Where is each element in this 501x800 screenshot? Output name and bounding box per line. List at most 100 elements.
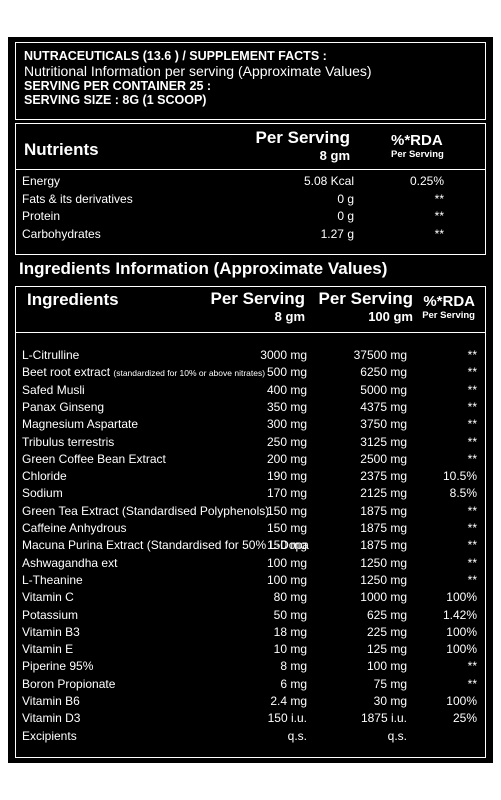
ingredient-rda: ** (467, 399, 477, 414)
ingredient-per-8gm: 150 mg (266, 503, 307, 518)
ingredient-per-8gm: 250 mg (266, 434, 307, 449)
ingredient-name-cell: Caffeine Anhydrous (22, 520, 127, 538)
ingredient-per-8gm: 150 mg (266, 521, 307, 535)
ingredient-name: Vitamin B3 (22, 624, 80, 639)
ingredient-name: Vitamin B6 (22, 694, 80, 708)
ingredient-per-8gm: 400 mg (266, 382, 307, 397)
nutrient-row: Carbohydrates 1.27 g ** (16, 225, 487, 243)
ingredient-name-cell: Tribulus terrestris (22, 434, 114, 452)
ingredient-rda: 100% (446, 624, 477, 639)
ingredient-name-cell: Vitamin C (22, 589, 74, 607)
ingredient-rda: ** (467, 572, 477, 587)
ingredient-name-cell: Magnesium Aspartate (22, 416, 138, 434)
ingredient-name-cell: Piperine 95% (22, 658, 93, 676)
ingredient-rda: 100% (446, 694, 477, 708)
header-line-2: Nutritional Information per serving (App… (24, 63, 372, 79)
ingredient-rda: ** (467, 676, 477, 691)
ingredient-row: Vitamin B3 18 mg 225 mg 100% (16, 624, 487, 641)
ingredient-per-8gm: 18 mg (273, 624, 307, 639)
header-line-1: NUTRACEUTICALS (13.6 ) / SUPPLEMENT FACT… (24, 49, 327, 63)
ingredient-name: Sodium (22, 486, 63, 501)
ingredient-per-8gm: 190 mg (266, 469, 307, 484)
ingredient-per-100gm: 125 mg (366, 642, 407, 657)
ingredient-name: Potassium (22, 607, 79, 622)
ingredient-name-cell: Green Coffee Bean Extract (22, 451, 166, 469)
ingredient-per-8gm: 170 mg (266, 486, 307, 501)
ingredient-name: Caffeine Anhydrous (22, 521, 127, 535)
ingredient-rda: ** (467, 538, 477, 553)
ingredient-rda: ** (467, 555, 477, 570)
ingredient-name-cell: Sodium (22, 485, 63, 503)
ingredient-per-100gm: 3125 mg (360, 434, 407, 449)
ingredients-col-8-sub: 8 gm (274, 309, 305, 324)
nutrient-value: 0 g (337, 209, 354, 223)
ingredient-per-8gm: 150 mg (266, 538, 307, 553)
ingredient-name: Green Coffee Bean Extract (22, 451, 166, 466)
ingredient-per-8gm: 3000 mg (260, 348, 307, 362)
ingredient-row: Boron Propionate 6 mg 75 mg ** (16, 676, 487, 693)
ingredient-rda: 8.5% (449, 486, 477, 501)
ingredient-per-8gm: 2.4 mg (270, 694, 307, 708)
ingredient-rda: ** (467, 417, 477, 432)
ingredient-per-100gm: 225 mg (366, 624, 407, 639)
ingredient-per-100gm: 1875 i.u. (360, 711, 407, 726)
ingredient-per-100gm: 37500 mg (353, 348, 407, 362)
ingredient-row: Beet root extract (standardized for 10% … (16, 364, 487, 381)
ingredient-name-cell: Excipients (22, 728, 77, 746)
ingredient-rda: ** (467, 659, 477, 674)
nutrient-value: 0 g (337, 191, 354, 206)
nutrient-name: Carbohydrates (22, 226, 101, 241)
ingredient-per-100gm: 625 mg (366, 607, 407, 622)
ingredient-per-100gm: 1250 mg (360, 572, 407, 587)
ingredient-rda: 10.5% (442, 469, 477, 484)
ingredient-rda: ** (467, 451, 477, 466)
ingredient-name-cell: Vitamin E (22, 641, 73, 659)
ingredient-row: Vitamin E 10 mg 125 mg 100% (16, 641, 487, 658)
nutrients-col-rda: %*RDA (391, 132, 443, 149)
ingredient-row: Vitamin D3 150 i.u. 1875 i.u. 25% (16, 710, 487, 727)
ingredient-rda: ** (467, 521, 477, 535)
ingredient-per-8gm: 80 mg (273, 590, 307, 605)
ingredient-name: Safed Musli (22, 382, 85, 397)
ingredients-divider (16, 332, 485, 333)
ingredient-row: L-Theanine 100 mg 1250 mg ** (16, 572, 487, 589)
ingredient-name: Macuna Purina Extract (Standardised for … (22, 538, 309, 553)
ingredient-name: Vitamin E (22, 642, 74, 657)
ingredient-row: Potassium 50 mg 625 mg 1.42% (16, 607, 487, 624)
ingredient-per-100gm: 3750 mg (360, 417, 407, 432)
ingredient-row: Sodium 170 mg 2125 mg 8.5% (16, 485, 487, 502)
nutrient-value: 5.08 Kcal (303, 174, 354, 188)
ingredient-name: Piperine 95% (22, 659, 94, 674)
ingredient-per-100gm: 2125 mg (360, 486, 407, 501)
ingredients-col-100: Per Serving (318, 289, 414, 308)
nutrients-col-serving-sub: 8 gm (319, 148, 350, 163)
ingredient-name: Vitamin C (22, 590, 74, 605)
header-box: NUTRACEUTICALS (13.6 ) / SUPPLEMENT FACT… (15, 42, 486, 120)
ingredients-col-rda: %*RDA (423, 293, 475, 310)
ingredient-per-8gm: 350 mg (266, 399, 307, 414)
ingredient-per-100gm: 2375 mg (360, 469, 407, 484)
ingredient-name: Tribulus terrestris (22, 434, 115, 449)
ingredient-per-8gm: 50 mg (273, 607, 307, 622)
ingredient-rda: 1.42% (442, 607, 477, 622)
ingredient-per-8gm: 100 mg (266, 555, 307, 570)
ingredient-note: (standardized for 10% or above nitrates) (113, 368, 266, 379)
ingredient-row: Piperine 95% 8 mg 100 mg ** (16, 658, 487, 675)
nutrients-col-serving: Per Serving (255, 128, 351, 147)
ingredients-col-100-sub: 100 gm (368, 309, 413, 324)
ingredient-name: Boron Propionate (22, 676, 116, 691)
header-line-4: SERVING SIZE : 8G (1 SCOOP) (24, 93, 207, 107)
ingredient-per-8gm: q.s. (287, 728, 307, 743)
ingredient-row: Vitamin C 80 mg 1000 mg 100% (16, 589, 487, 606)
ingredient-rda: ** (467, 348, 477, 362)
ingredient-rda: 25% (452, 711, 477, 726)
nutrients-divider (16, 169, 485, 170)
nutrient-rda: ** (434, 191, 444, 206)
ingredient-name: Chloride (22, 469, 67, 484)
ingredient-name-cell: Panax Ginseng (22, 399, 104, 417)
nutrient-name: Fats & its derivatives (22, 191, 133, 206)
ingredient-row: Macuna Purina Extract (Standardised for … (16, 537, 487, 554)
nutrient-rda: ** (434, 226, 444, 241)
ingredient-name: Vitamin D3 (22, 711, 81, 726)
ingredient-row: Panax Ginseng 350 mg 4375 mg ** (16, 399, 487, 416)
